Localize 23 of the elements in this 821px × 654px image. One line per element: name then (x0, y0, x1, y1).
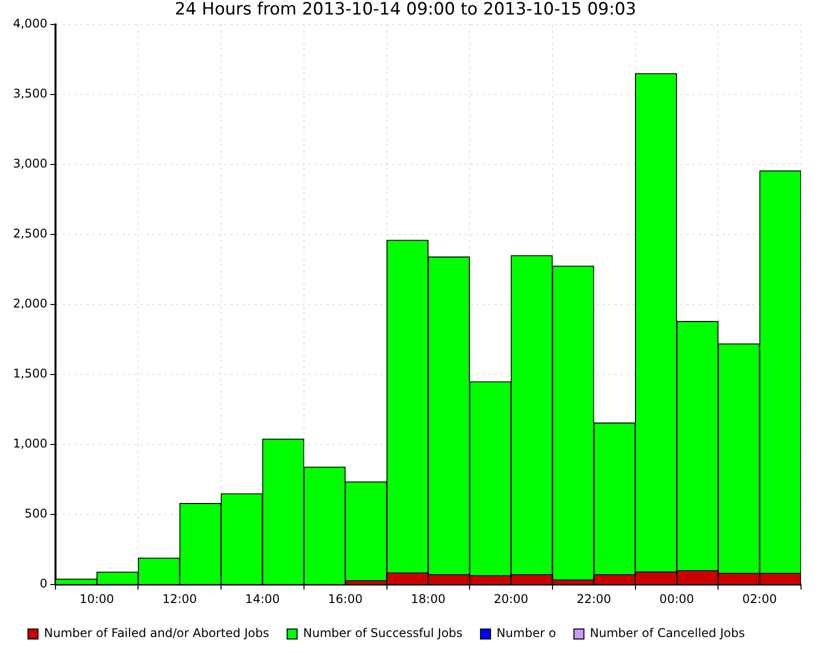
x-tick-label: 12:00 (162, 592, 197, 606)
y-tick-label: 2,500 (12, 226, 48, 241)
x-tick-label: 16:00 (328, 592, 363, 606)
x-tick-label: 02:00 (742, 592, 777, 606)
chart-title: 24 Hours from 2013-10-14 09:00 to 2013-10-15 09:03 (174, 0, 636, 20)
x-tick-label: 20:00 (494, 592, 528, 606)
y-tick-label: 1,000 (12, 436, 48, 451)
y-tick-label: 500 (24, 506, 48, 521)
x-tick-label: 00:00 (659, 592, 694, 606)
legend-label: Number of Failed and/or Aborted Jobs (44, 626, 270, 640)
y-tick-label: 0 (40, 576, 48, 591)
x-tick-label: 14:00 (245, 592, 280, 606)
legend-label: Number of Successful Jobs (303, 626, 463, 640)
y-tick-label: 3,500 (12, 86, 48, 101)
x-tick-label: 18:00 (410, 592, 446, 606)
y-tick-label: 2,000 (12, 296, 48, 311)
legend-label: Number o (496, 626, 556, 640)
y-tick-label: 3,000 (12, 156, 48, 171)
x-tick-label: 10:00 (79, 592, 114, 606)
x-tick-label: 22:00 (576, 592, 612, 606)
y-tick-label: 1,500 (12, 366, 48, 381)
legend-label: Number of Cancelled Jobs (590, 626, 745, 640)
y-tick-label: 4,000 (12, 16, 48, 31)
